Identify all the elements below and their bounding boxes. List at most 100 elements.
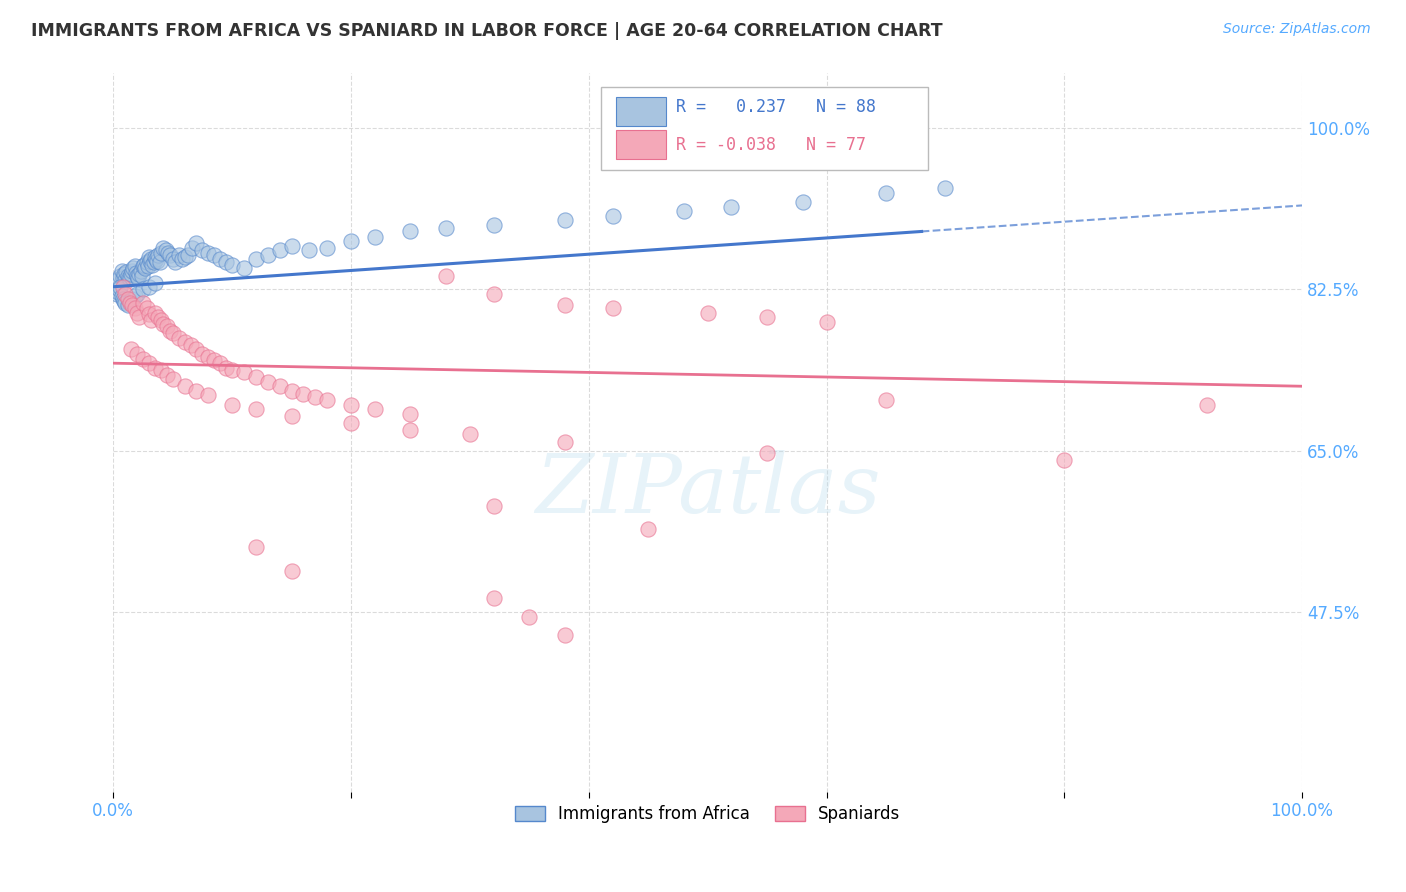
Point	[934, 181, 956, 195]
Point	[245, 402, 267, 417]
Point	[152, 241, 174, 255]
Point	[756, 310, 779, 325]
Point	[720, 200, 742, 214]
Point	[554, 213, 576, 227]
Text: Source: ZipAtlas.com: Source: ZipAtlas.com	[1223, 22, 1371, 37]
Point	[125, 305, 148, 319]
Point	[316, 392, 339, 407]
Point	[162, 372, 184, 386]
Point	[124, 289, 146, 303]
FancyBboxPatch shape	[616, 130, 666, 159]
FancyBboxPatch shape	[616, 97, 666, 126]
Point	[173, 379, 195, 393]
Point	[156, 245, 179, 260]
Point	[145, 252, 167, 266]
Point	[105, 287, 128, 301]
Point	[215, 255, 238, 269]
Point	[117, 268, 139, 283]
Point	[554, 434, 576, 449]
Point	[120, 267, 142, 281]
Point	[128, 267, 150, 281]
Point	[121, 264, 143, 278]
Point	[125, 347, 148, 361]
Point	[162, 252, 184, 266]
Text: R =   0.237   N = 88: R = 0.237 N = 88	[675, 98, 876, 117]
Point	[304, 390, 326, 404]
Point	[756, 445, 779, 459]
Point	[118, 272, 141, 286]
Point	[117, 292, 139, 306]
Point	[1053, 453, 1076, 467]
Point	[482, 287, 505, 301]
Point	[111, 270, 134, 285]
Point	[118, 296, 141, 310]
Point	[156, 368, 179, 383]
Point	[364, 230, 387, 244]
Point	[269, 243, 291, 257]
Point	[269, 379, 291, 393]
Point	[117, 298, 139, 312]
Point	[792, 194, 814, 209]
Point	[118, 270, 141, 285]
Point	[316, 241, 339, 255]
Point	[875, 392, 897, 407]
Point	[149, 313, 172, 327]
Point	[162, 326, 184, 340]
Point	[554, 298, 576, 312]
Point	[180, 241, 202, 255]
Point	[159, 324, 181, 338]
Point	[434, 220, 457, 235]
Point	[152, 317, 174, 331]
Point	[122, 261, 145, 276]
Point	[124, 301, 146, 315]
Point	[136, 260, 159, 274]
Point	[180, 338, 202, 352]
Point	[114, 273, 136, 287]
Point	[221, 258, 243, 272]
Point	[149, 255, 172, 269]
Point	[482, 591, 505, 606]
Point	[554, 628, 576, 642]
FancyBboxPatch shape	[600, 87, 928, 170]
Point	[138, 279, 160, 293]
Point	[148, 248, 170, 262]
Point	[125, 266, 148, 280]
Point	[245, 541, 267, 555]
Point	[340, 234, 363, 248]
Point	[875, 186, 897, 200]
Point	[197, 388, 219, 402]
Point	[155, 243, 177, 257]
Point	[125, 268, 148, 283]
Point	[149, 362, 172, 376]
Point	[124, 260, 146, 274]
Point	[141, 252, 163, 266]
Point	[112, 294, 135, 309]
Point	[114, 296, 136, 310]
Point	[132, 296, 155, 310]
Point	[399, 224, 422, 238]
Point	[280, 564, 302, 578]
Point	[815, 315, 838, 329]
Point	[364, 402, 387, 417]
Point	[165, 255, 187, 269]
Point	[111, 292, 134, 306]
Point	[202, 353, 225, 368]
Text: IMMIGRANTS FROM AFRICA VS SPANIARD IN LABOR FORCE | AGE 20-64 CORRELATION CHART: IMMIGRANTS FROM AFRICA VS SPANIARD IN LA…	[31, 22, 942, 40]
Point	[173, 334, 195, 349]
Point	[110, 289, 132, 303]
Point	[129, 264, 152, 278]
Point	[110, 268, 132, 283]
Point	[280, 239, 302, 253]
Point	[245, 370, 267, 384]
Point	[107, 285, 129, 300]
Point	[458, 427, 481, 442]
Point	[132, 351, 155, 366]
Point	[148, 310, 170, 325]
Point	[209, 252, 232, 266]
Point	[186, 384, 208, 398]
Point	[221, 398, 243, 412]
Point	[138, 307, 160, 321]
Point	[139, 254, 162, 268]
Point	[292, 386, 315, 401]
Point	[143, 360, 166, 375]
